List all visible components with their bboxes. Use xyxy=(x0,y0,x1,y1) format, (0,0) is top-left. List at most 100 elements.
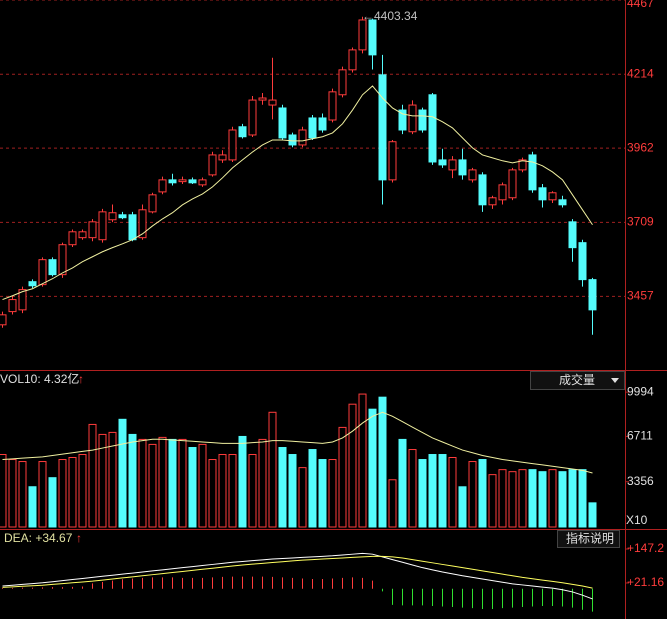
candle-body xyxy=(568,221,577,249)
y-tick-label: 4214 xyxy=(627,66,654,80)
y-tick-label: +21.16 xyxy=(627,575,664,589)
volume-bar xyxy=(68,457,77,528)
volume-bar xyxy=(0,454,7,528)
volume-bar xyxy=(198,443,207,528)
candle-body xyxy=(328,91,337,121)
volume-bar xyxy=(378,396,387,528)
volume-bar xyxy=(358,393,367,528)
candle-body xyxy=(498,184,507,201)
indicator-select[interactable] xyxy=(530,371,625,390)
dropdown-arrow xyxy=(611,378,619,383)
y-tick-label: 3709 xyxy=(627,215,654,229)
indicator-line xyxy=(2,552,593,600)
candle-body xyxy=(538,187,547,201)
candle-body xyxy=(458,159,467,176)
volume-bar xyxy=(438,454,447,528)
candle-body xyxy=(168,179,177,184)
volume-bar xyxy=(348,403,357,528)
volume-bar xyxy=(98,433,107,528)
candle-body xyxy=(48,259,57,276)
y-tick-label: 4467 xyxy=(627,0,654,10)
volume-bar xyxy=(118,418,127,528)
macd-title: DEA: +34.67 xyxy=(4,531,73,545)
volume-bar xyxy=(388,479,397,528)
volume-bar xyxy=(448,457,457,528)
volume-bar xyxy=(318,459,327,528)
candle-body xyxy=(578,242,587,281)
candle-body xyxy=(28,281,37,287)
candle-body xyxy=(308,117,317,139)
candle-body xyxy=(108,212,117,221)
candle-body xyxy=(378,74,387,181)
candle-body xyxy=(508,169,517,199)
candle-body xyxy=(428,94,437,163)
candle-body xyxy=(398,109,407,131)
candle-body xyxy=(118,214,127,219)
candle-body xyxy=(128,214,137,241)
help-label: 指标说明 xyxy=(566,531,614,546)
volume-bar xyxy=(58,459,67,528)
candle-body xyxy=(8,299,17,313)
y-tick-label: 6711 xyxy=(627,429,653,443)
volume-bar xyxy=(238,435,247,528)
volume-bar xyxy=(218,454,227,528)
indicator-help[interactable] xyxy=(557,530,620,548)
candle-body xyxy=(558,199,567,206)
volume-bar xyxy=(168,438,177,528)
candle-body xyxy=(368,19,377,56)
y-tick-label: 3356 xyxy=(627,474,654,488)
volume-bar xyxy=(328,459,337,528)
candle-body xyxy=(88,221,97,239)
indicator-line xyxy=(2,411,593,474)
candle-body xyxy=(228,129,237,161)
candle-body xyxy=(338,69,347,96)
volume-bar xyxy=(418,459,427,528)
volume-bar xyxy=(38,461,47,528)
volume-bar xyxy=(368,408,377,528)
volume-bar xyxy=(158,436,167,528)
volume-bar xyxy=(468,461,477,528)
candle-body xyxy=(0,314,7,326)
volume-bar xyxy=(28,486,37,528)
volume-bar xyxy=(228,454,237,528)
unit-label: X10 xyxy=(626,513,648,527)
volume-bar xyxy=(588,502,597,528)
candle-body xyxy=(548,192,557,201)
candle-body xyxy=(348,49,357,71)
volume-bar xyxy=(338,426,347,528)
y-tick-label: 3457 xyxy=(627,289,654,303)
volume-bar xyxy=(278,447,287,528)
volume-bar xyxy=(558,471,567,528)
arrow: ↑ xyxy=(78,372,84,386)
volume-bar xyxy=(308,449,317,528)
volume-bar xyxy=(458,486,467,528)
candle-body xyxy=(138,209,147,239)
volume-bar xyxy=(258,438,267,528)
candle-body xyxy=(68,231,77,246)
volume-bar xyxy=(398,438,407,528)
volume-bar xyxy=(18,461,27,528)
candle-body xyxy=(358,19,367,51)
indicator-label: 成交量 xyxy=(559,372,595,387)
volume-bar xyxy=(128,433,137,528)
candle-body xyxy=(238,126,247,138)
volume-bar xyxy=(408,449,417,528)
candle-body xyxy=(448,159,457,171)
candle-body xyxy=(388,141,397,181)
candle-body xyxy=(178,179,187,183)
candle-body xyxy=(408,104,417,133)
arrow: ↑ xyxy=(76,531,82,545)
candle-body xyxy=(198,179,207,186)
candle-body xyxy=(38,259,47,286)
candle-body xyxy=(528,154,537,191)
y-tick-label: 9994 xyxy=(627,384,654,398)
candle-body xyxy=(158,179,167,193)
candle-body xyxy=(258,97,267,101)
volume-bar xyxy=(248,454,257,528)
candle-body xyxy=(318,117,327,131)
volume-bar xyxy=(78,454,87,528)
candle-body xyxy=(478,174,487,206)
candle-body xyxy=(278,107,287,139)
volume-bar xyxy=(48,477,57,528)
